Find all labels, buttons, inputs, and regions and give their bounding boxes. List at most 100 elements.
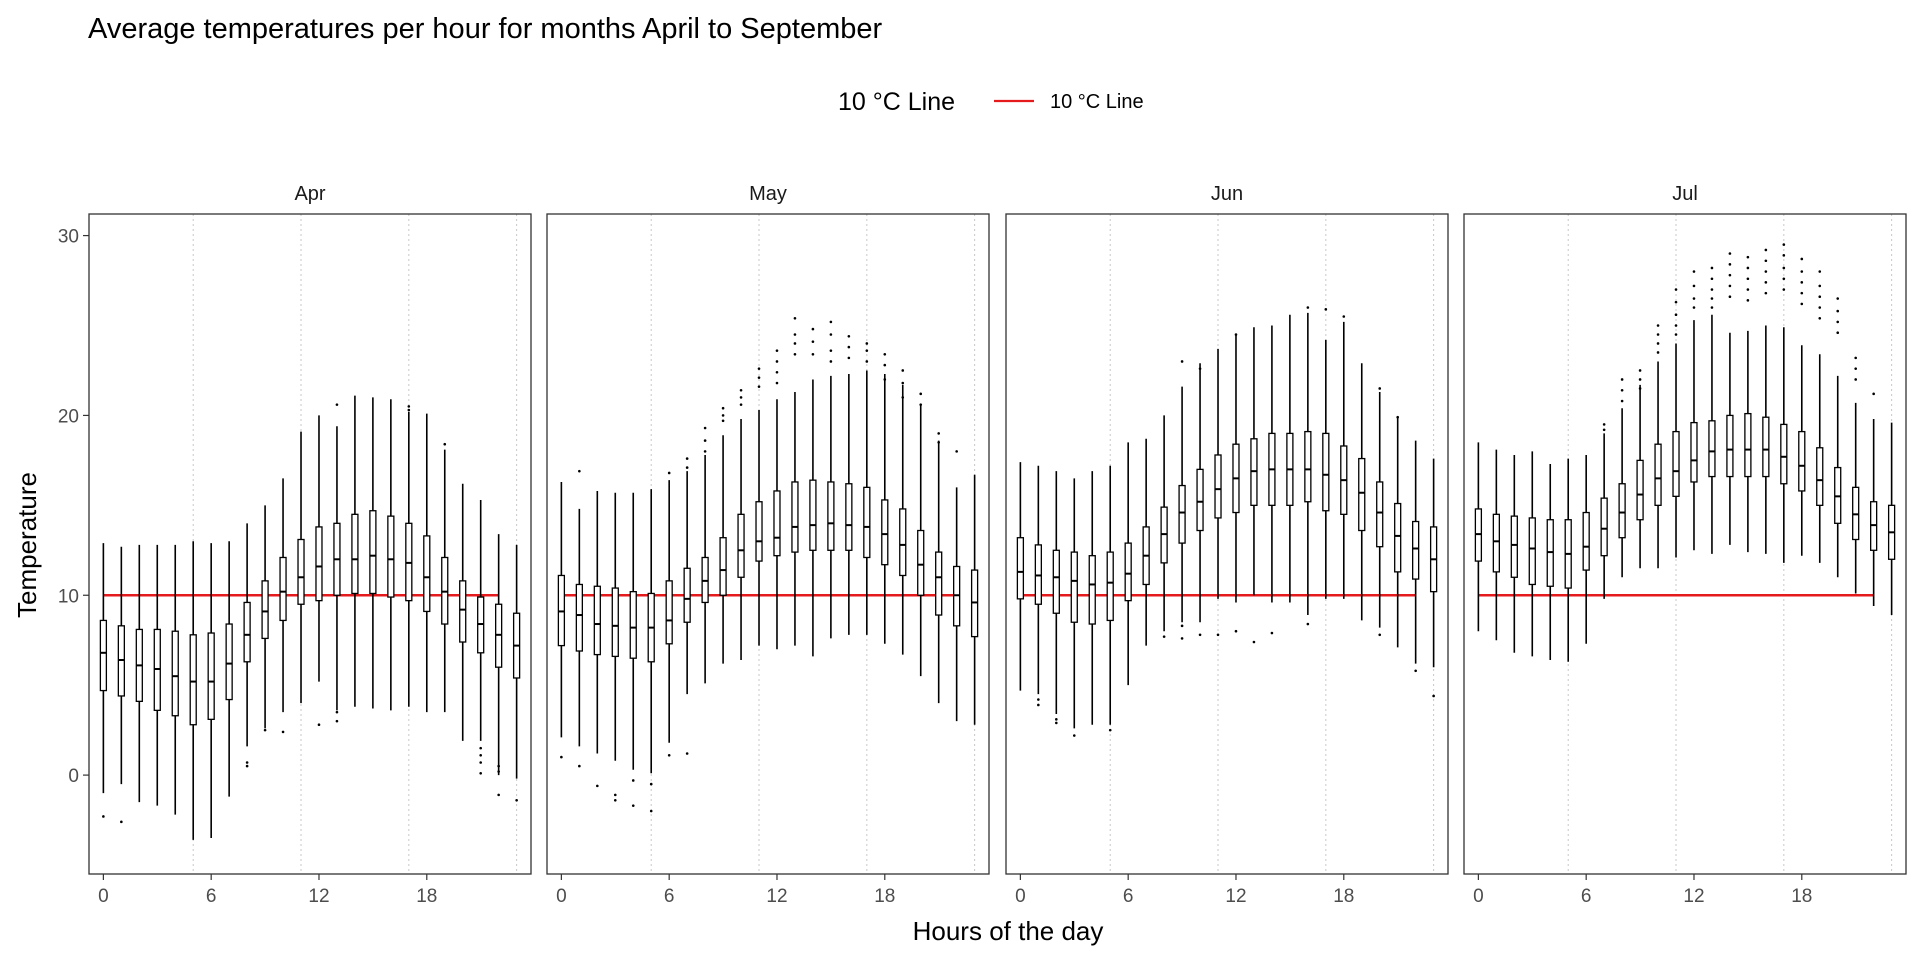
outlier-point	[1638, 369, 1642, 372]
outlier-point	[1818, 284, 1822, 288]
box-iqr	[243, 601, 251, 663]
outlier-point	[1180, 360, 1184, 363]
outlier-point	[865, 360, 869, 363]
outlier-point	[955, 450, 958, 453]
box-iqr	[1708, 420, 1716, 478]
box-iqr	[315, 526, 323, 602]
box-iqr	[369, 510, 377, 595]
box-iqr	[1816, 447, 1824, 506]
box-iqr	[881, 499, 889, 566]
outlier-point	[317, 723, 321, 727]
outlier-point	[120, 820, 123, 824]
box-iqr	[225, 623, 233, 701]
outlier-point	[1854, 367, 1857, 370]
outlier-point	[631, 779, 635, 782]
outlier-point	[1674, 300, 1678, 304]
outlier-point	[1055, 721, 1058, 725]
outlier-point	[1710, 288, 1714, 291]
outlier-point	[1306, 306, 1310, 309]
box-iqr	[917, 529, 925, 596]
x-tick-label: 6	[206, 886, 217, 907]
box-iqr	[189, 634, 197, 726]
box-iqr	[297, 538, 305, 605]
box-iqr	[1510, 515, 1518, 578]
outlier-point	[1656, 333, 1660, 336]
outlier-point	[775, 360, 779, 363]
outlier-point	[596, 784, 599, 788]
x-tick-label: 18	[416, 886, 437, 907]
outlier-point	[1378, 633, 1382, 637]
outlier-point	[775, 381, 779, 385]
outlier-point	[739, 388, 743, 392]
y-tick-label: 20	[58, 406, 79, 427]
outlier-point	[1072, 734, 1076, 737]
outlier-point	[1818, 270, 1822, 273]
outlier-point	[829, 360, 833, 363]
box-iqr	[351, 513, 359, 595]
outlier-point	[739, 396, 743, 399]
outlier-point	[757, 367, 761, 370]
x-axis-label: Hours of the day	[913, 916, 1104, 946]
outlier-point	[1818, 295, 1822, 299]
outlier-point	[1674, 313, 1678, 317]
outlier-point	[1800, 281, 1804, 284]
box-iqr	[1322, 432, 1330, 512]
outlier-point	[1620, 399, 1624, 403]
box-iqr	[99, 619, 108, 692]
outlier-point	[739, 403, 743, 406]
outlier-point	[1746, 277, 1750, 281]
outlier-point	[1746, 266, 1750, 270]
outlier-point	[721, 419, 725, 423]
outlier-point	[1836, 331, 1840, 334]
box-iqr	[459, 580, 467, 643]
box-iqr	[1106, 551, 1114, 622]
box-iqr	[719, 537, 727, 596]
outlier-point	[407, 408, 411, 412]
facet-panel-may: May 0 6 12 18	[546, 183, 990, 907]
outlier-point	[1234, 629, 1238, 633]
y-axis-label: Temperature	[12, 472, 42, 618]
box-iqr	[1780, 423, 1788, 485]
box-iqr	[1672, 430, 1680, 497]
outlier-point	[667, 754, 671, 757]
outlier-point	[1620, 378, 1624, 381]
outlier-point	[703, 450, 707, 453]
outlier-point	[497, 764, 500, 768]
outlier-point	[847, 356, 851, 360]
outlier-point	[703, 426, 707, 430]
x-tick-label: 6	[664, 886, 675, 907]
facet-strip-label: Jun	[1211, 183, 1243, 205]
outlier-point	[1710, 297, 1714, 300]
facet-strip-label: May	[749, 183, 787, 205]
outlier-point	[1836, 309, 1840, 313]
box-iqr	[737, 513, 745, 578]
outlier-point	[811, 340, 815, 343]
outlier-point	[1432, 694, 1435, 698]
outlier-point	[883, 363, 887, 367]
outlier-point	[1854, 356, 1857, 360]
box-iqr	[1052, 549, 1060, 614]
outlier-point	[793, 333, 797, 336]
outlier-point	[335, 719, 339, 723]
box-iqr	[899, 508, 907, 577]
outlier-point	[1162, 635, 1166, 638]
outlier-point	[1692, 297, 1696, 300]
outlier-point	[1800, 291, 1804, 295]
box-iqr	[1412, 520, 1420, 580]
outlier-point	[497, 770, 500, 773]
outlier-point	[1252, 640, 1256, 644]
x-tick-label: 6	[1123, 886, 1134, 907]
box-iqr	[611, 587, 619, 658]
outlier-point	[1800, 270, 1804, 273]
legend-entry-label: 10 °C Line	[1050, 91, 1144, 113]
outlier-point	[1746, 299, 1750, 302]
outlier-point	[829, 333, 833, 336]
outlier-point	[1728, 252, 1732, 255]
outlier-point	[1674, 288, 1678, 291]
outlier-point	[757, 385, 761, 388]
outlier-point	[1216, 633, 1220, 637]
outlier-point	[407, 405, 411, 408]
outlier-point	[479, 754, 482, 757]
outlier-point	[883, 352, 887, 356]
